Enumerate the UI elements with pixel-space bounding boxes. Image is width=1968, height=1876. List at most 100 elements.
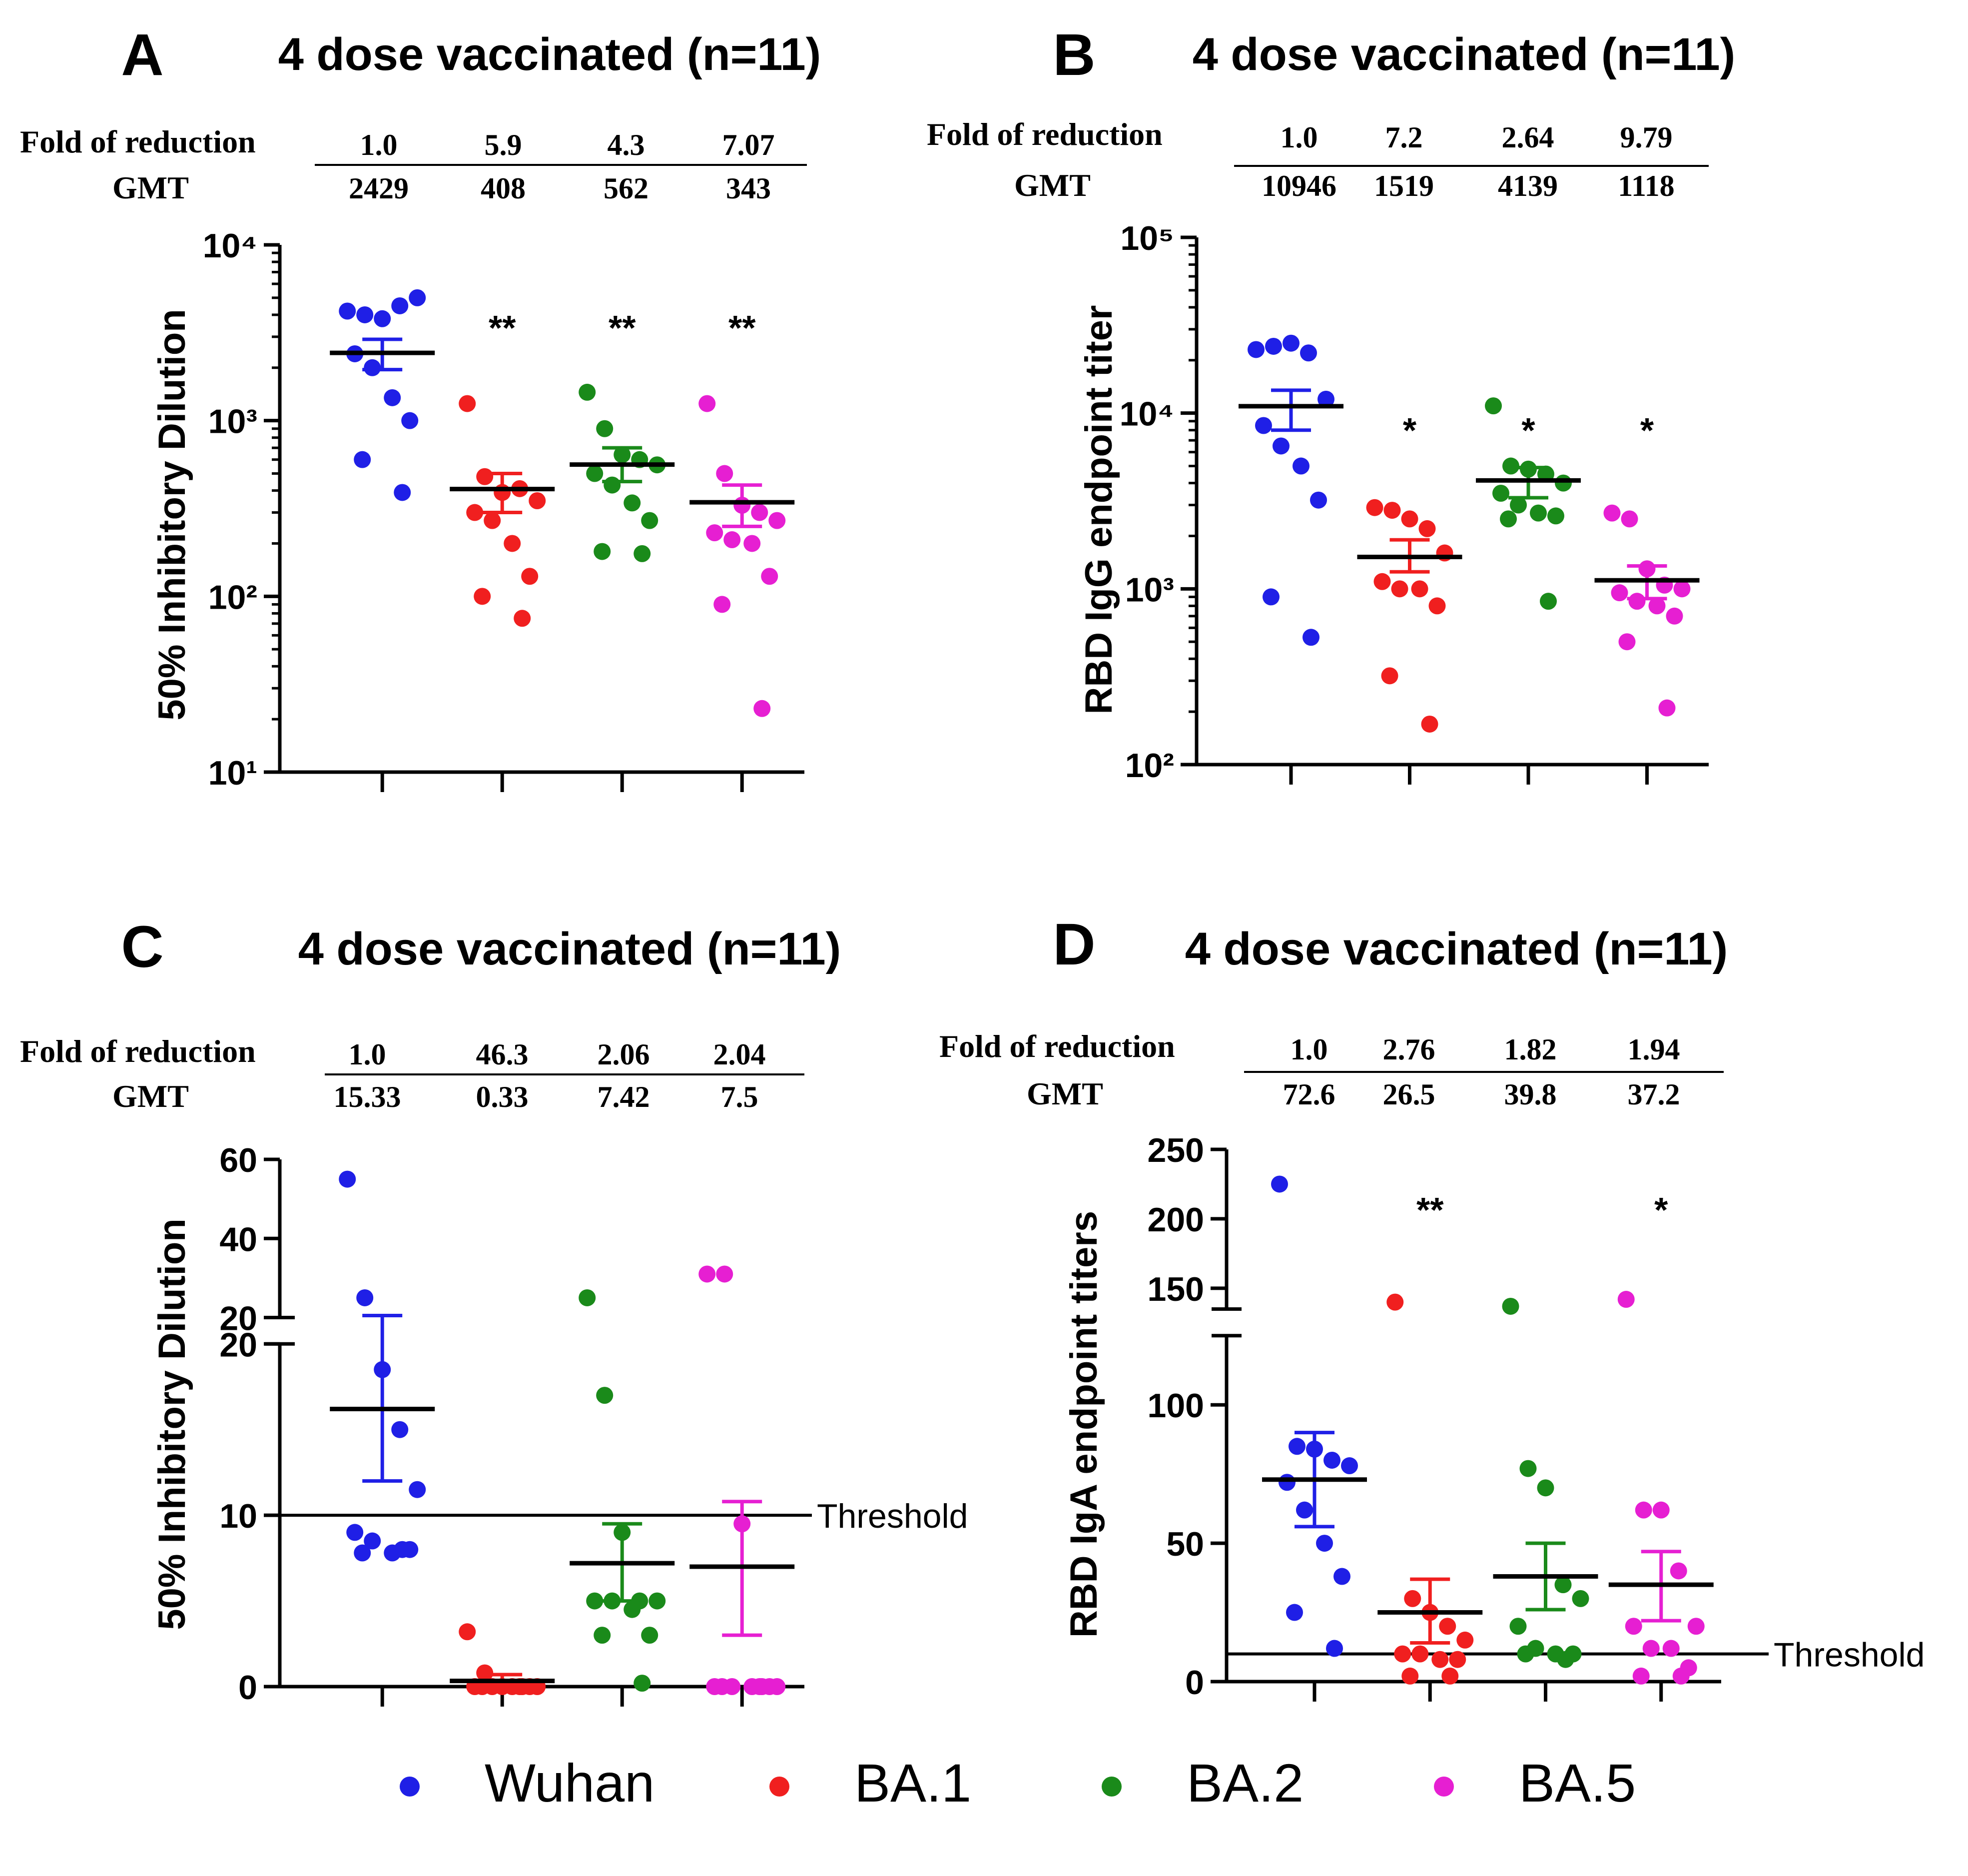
data-point: [1485, 397, 1502, 415]
data-point: [579, 1289, 596, 1306]
threshold-label: Threshold: [817, 1497, 968, 1535]
data-point: [1310, 491, 1327, 509]
fold-value: 2.06: [598, 1038, 650, 1071]
data-point: [768, 512, 786, 529]
data-point: [723, 531, 741, 549]
data-point: [1289, 1438, 1306, 1455]
data-point: [1401, 1667, 1419, 1685]
panel-b: B 4 dose vaccinated (n=11) Fold of reducti…: [927, 22, 1735, 785]
data-point: [1333, 1568, 1350, 1585]
data-point: [579, 383, 596, 401]
data-point: [1547, 507, 1564, 525]
y-axis-label: RBD IgG endpoint titer: [1078, 305, 1120, 714]
data-point: [1286, 1604, 1303, 1621]
y-tick-label: 10¹: [208, 754, 257, 792]
data-point: [1401, 510, 1418, 528]
y-tick-label: 10³: [208, 403, 257, 441]
gmt-label: GMT: [1027, 1076, 1103, 1111]
fold-value: 2.64: [1502, 121, 1554, 154]
data-point: [1273, 437, 1290, 455]
gmt-value: 562: [604, 172, 649, 205]
data-point: [1572, 1590, 1589, 1607]
data-point: [753, 1678, 771, 1695]
gmt-label: GMT: [112, 170, 189, 205]
data-point: [761, 568, 778, 585]
fold-label: Fold of reduction: [20, 124, 256, 159]
data-point: [753, 700, 771, 717]
data-point: [1300, 344, 1317, 362]
series-ba1: *: [1357, 411, 1462, 733]
data-point: [1456, 1631, 1474, 1649]
data-point: [751, 504, 768, 521]
data-point: [1555, 474, 1572, 492]
legend-item: BA.5: [1434, 1753, 1636, 1813]
data-point: [1510, 496, 1527, 514]
panel-title: 4 dose vaccinated (n=11): [298, 924, 841, 974]
fold-value: 7.2: [1385, 121, 1423, 154]
y-tick-label: 20: [219, 1300, 257, 1338]
data-point: [594, 1627, 611, 1644]
data-point: [1658, 699, 1676, 717]
data-point: [346, 1524, 364, 1541]
y-tick-label: 50: [1166, 1525, 1204, 1563]
y-axis-label: RBD IgA endpoint titers: [1063, 1211, 1105, 1638]
y-tick-label: 10: [219, 1497, 257, 1535]
significance-marker: **: [1416, 1190, 1444, 1229]
data-point: [1603, 504, 1621, 522]
data-point: [384, 389, 401, 406]
data-point: [1670, 1562, 1687, 1580]
data-point: [743, 535, 761, 552]
data-point: [1316, 1535, 1333, 1552]
y-tick-label: 20: [219, 1326, 257, 1364]
series-wuhan: [330, 1170, 435, 1562]
data-point: [1632, 1667, 1650, 1685]
panel-letter: B: [1053, 22, 1095, 88]
gmt-value: 2429: [349, 172, 409, 205]
data-point: [624, 1601, 641, 1618]
data-point: [1554, 1576, 1572, 1594]
data-point: [1428, 597, 1446, 615]
data-point: [466, 504, 484, 521]
data-point: [1642, 1640, 1660, 1657]
series-ba1: [450, 1623, 555, 1695]
data-point: [596, 1387, 614, 1404]
fold-value: 4.3: [608, 128, 645, 161]
data-point: [594, 543, 611, 560]
significance-marker: *: [1521, 411, 1535, 450]
series-wuhan: [1239, 334, 1343, 646]
data-point: [641, 512, 658, 529]
data-point: [1279, 1474, 1296, 1491]
data-point: [634, 545, 651, 562]
data-point: [624, 494, 641, 512]
data-point: [1411, 580, 1428, 598]
legend-marker: [1102, 1777, 1122, 1797]
data-point: [1617, 1291, 1635, 1308]
series-ba5: *: [1608, 1190, 1714, 1685]
data-point: [364, 1532, 381, 1550]
fold-value: 1.94: [1628, 1033, 1680, 1066]
series-wuhan: [1262, 1175, 1367, 1657]
fold-value: 1.0: [1291, 1033, 1328, 1066]
legend-marker: [769, 1777, 789, 1797]
gmt-value: 408: [481, 172, 526, 205]
threshold-label: Threshold: [1774, 1636, 1925, 1674]
data-point: [529, 492, 546, 510]
data-point: [374, 310, 391, 327]
data-point: [1635, 1501, 1652, 1519]
legend-marker: [1434, 1777, 1454, 1797]
y-tick-label: 10³: [1125, 571, 1174, 609]
data-point: [1373, 573, 1391, 590]
data-point: [356, 1289, 374, 1306]
data-point: [401, 412, 419, 429]
data-point: [1519, 1460, 1537, 1477]
y-tick-label: 10⁴: [1120, 395, 1174, 433]
y-tick-label: 40: [219, 1220, 257, 1258]
fold-value: 7.07: [722, 128, 775, 161]
data-point: [1662, 1640, 1680, 1657]
data-point: [1502, 1297, 1519, 1315]
data-point: [604, 476, 621, 494]
y-tick-label: 200: [1148, 1201, 1204, 1239]
data-point: [1381, 667, 1398, 685]
data-point: [484, 512, 501, 529]
